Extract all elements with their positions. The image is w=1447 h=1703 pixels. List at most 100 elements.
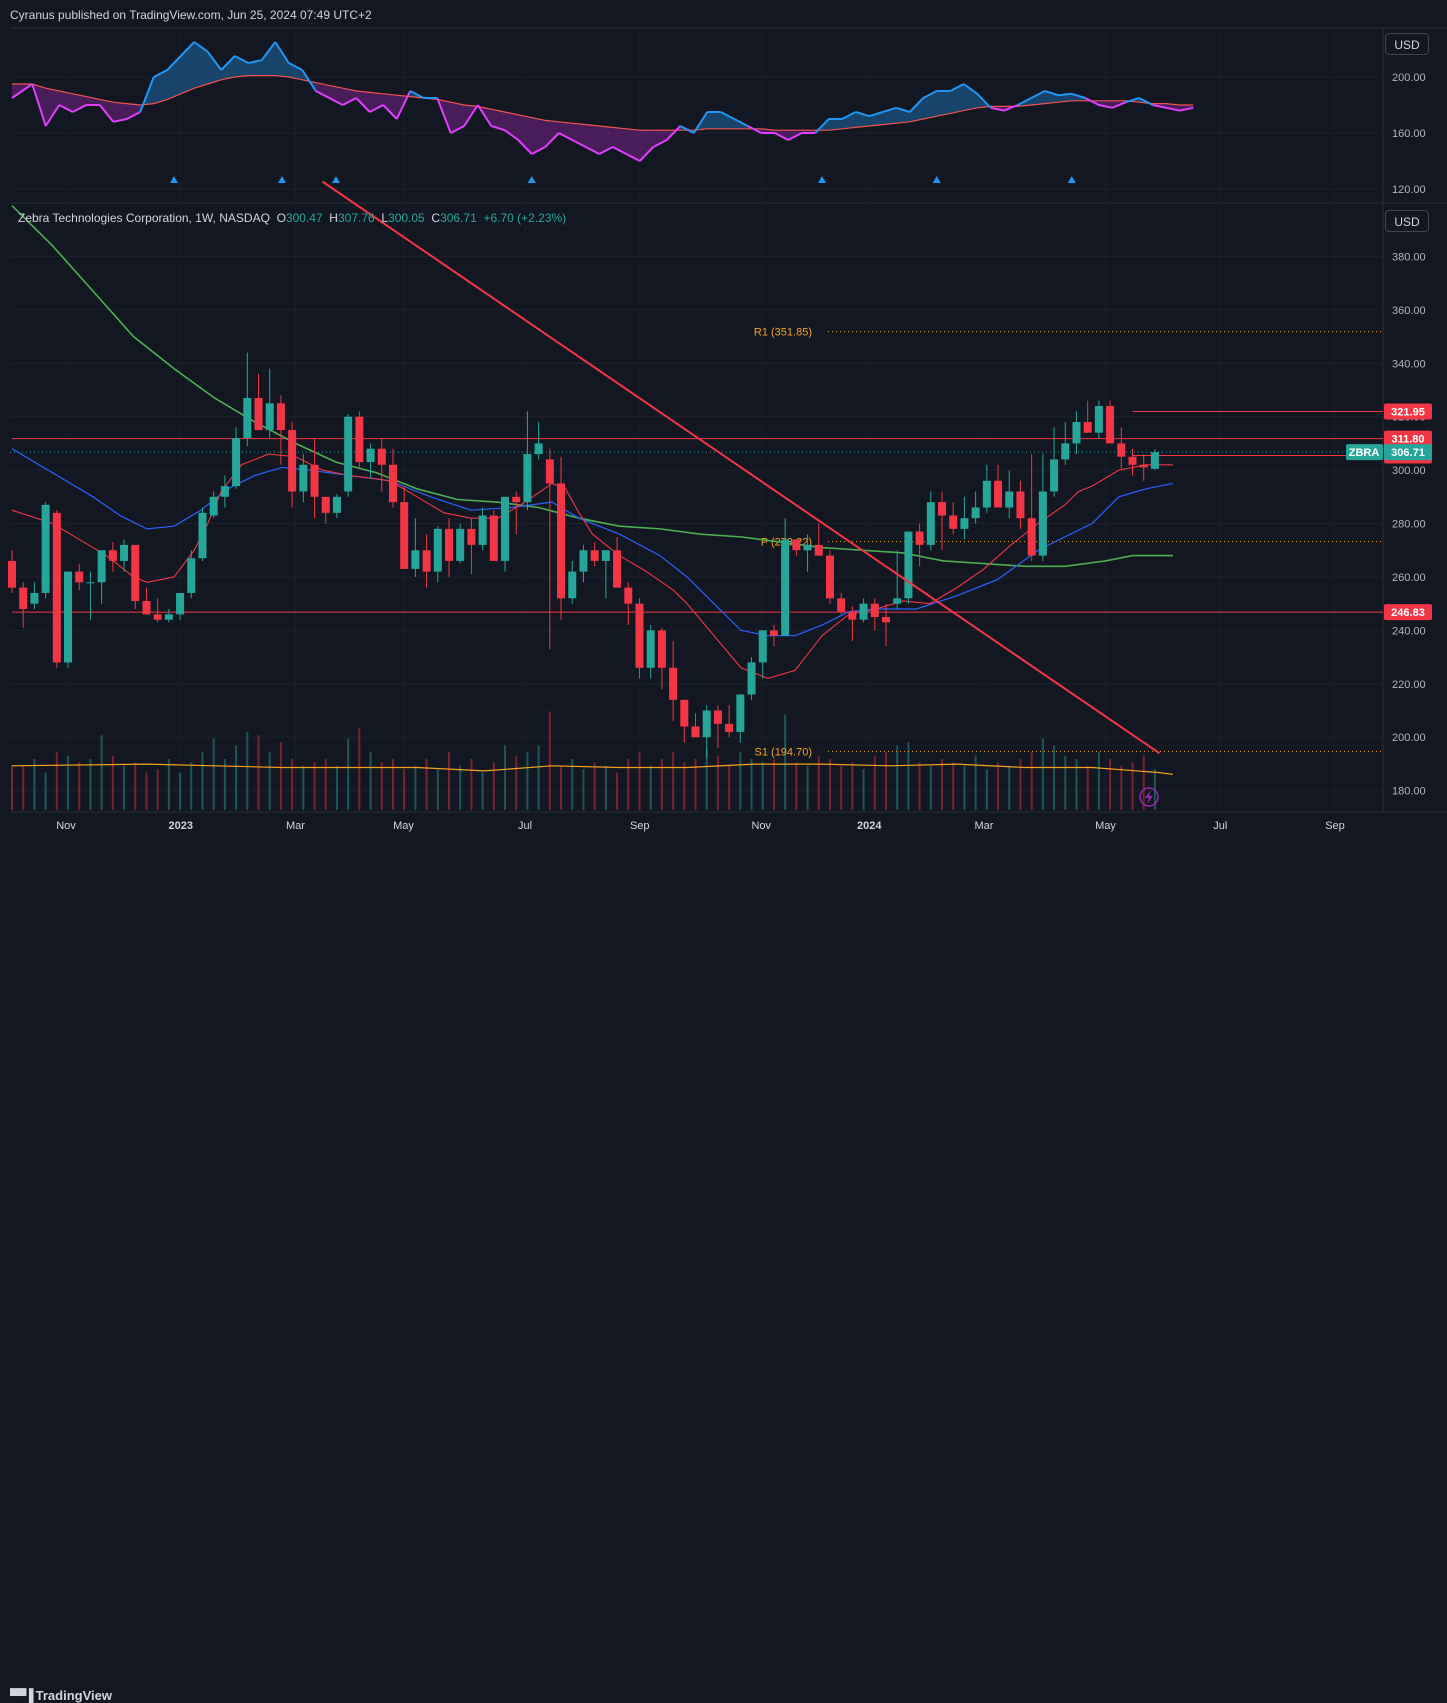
volume-bar [660,759,663,810]
volume-bar [492,762,495,810]
oscillator-line-segment [274,41,290,64]
volume-bar [201,752,204,810]
candle-body [501,496,510,561]
volume-bar [604,765,607,810]
candle-body [355,416,364,463]
candle-body [624,587,633,604]
volume-bar [941,759,944,810]
price-currency-button[interactable]: USD [1385,210,1429,232]
candle [187,550,196,599]
oscillator-line-segment [531,146,546,155]
tradingview-logo-text: TradingView [35,1688,112,1703]
candle [176,592,185,620]
oscillator-line-segment [1111,101,1127,109]
candle-body [243,397,252,439]
oscillator-line-segment [598,146,614,155]
candle [332,494,341,519]
candle [1106,400,1115,444]
candle [153,598,162,623]
oscillator-buy-marker [1067,176,1076,183]
candle-body [1150,452,1159,469]
volume-bar [1053,745,1056,810]
candle [1117,427,1126,471]
candle [131,544,140,609]
candle-body [8,560,16,588]
candle [769,625,778,647]
oscillator-line-segment [206,51,223,71]
candle-body [512,496,521,503]
candle-body [400,502,409,569]
oscillator-buy-marker [818,176,826,183]
oscillator-line-segment [1125,97,1140,104]
time-tick-label: 2024 [857,820,882,832]
volume-bar [111,755,114,810]
candle [75,563,84,591]
long-moving-average [11,205,1173,568]
candle [86,571,95,620]
candle-body [176,592,185,615]
oscillator-currency-button[interactable]: USD [1385,33,1429,55]
oscillator-cloud-segment [626,128,640,161]
candle [512,491,521,535]
tradingview-logo[interactable]: ▀▀▐ TradingView [10,1688,112,1703]
oscillator-signal-line [12,74,1194,131]
candle-body [276,403,285,431]
oscillator-cloud-segment [369,92,384,112]
pivot-level-label: S1 (194.70) [755,746,812,758]
oscillator-line-segment [260,41,277,61]
oscillator-cloud-segment [491,109,505,131]
oscillator-cloud-segment [113,102,127,122]
oscillator-line-segment [476,104,493,127]
oscillator-cloud-segment [923,91,937,119]
candle-body [220,486,229,497]
candle [8,550,16,593]
candle [781,518,790,636]
candle [926,491,935,551]
oscillator-line-segment [31,83,47,127]
candle-body [994,480,1003,508]
candle [97,550,106,604]
candle [422,534,431,588]
candle [713,705,722,748]
candle-body [30,592,39,604]
candle-body [557,483,566,599]
candle-body [288,430,297,492]
volume-bar [504,745,507,810]
candle [848,606,857,642]
candle [64,571,73,668]
oscillator-line-segment [288,62,303,71]
oscillator-line-segment [180,41,195,57]
oscillator-line-segment [315,90,330,99]
time-tick-label: Jul [518,820,532,832]
candle [1016,480,1025,529]
oscillator-tick-label: 200.00 [1392,72,1426,84]
oscillator-line-segment [882,106,897,113]
oscillator-cloud-segment [653,130,667,147]
price-panel [10,203,1383,812]
lightning-icon-bolt [1145,790,1153,804]
chart-canvas[interactable]: 120.00 160.00 200.00 180.00 200.00 220.00 240.… [0,0,1447,874]
medium-moving-average [11,448,1174,637]
oscillator-line-segment [1084,97,1100,106]
candle [994,464,1003,508]
volume-bar [828,759,831,810]
price-tick-label: 260.00 [1392,572,1426,584]
candle-body [646,630,655,668]
oscillator-line-segment [463,104,479,127]
volume-bar [772,759,775,810]
candle-body [691,726,700,738]
candle [1128,448,1137,476]
volume-bar [391,759,394,810]
oscillator-cloud-segment [1166,103,1180,111]
candle [489,510,498,561]
candle-body [467,528,476,545]
oscillator-line-segment [679,125,695,134]
candle-body [1117,443,1126,457]
candle-body [1094,406,1103,433]
footer-bar: ▀▀▐ TradingView [0,840,1447,1703]
candle [982,464,991,513]
downtrend-line [321,180,1161,755]
candle-body [456,528,465,561]
candle [41,502,50,599]
candle-body [254,397,263,431]
